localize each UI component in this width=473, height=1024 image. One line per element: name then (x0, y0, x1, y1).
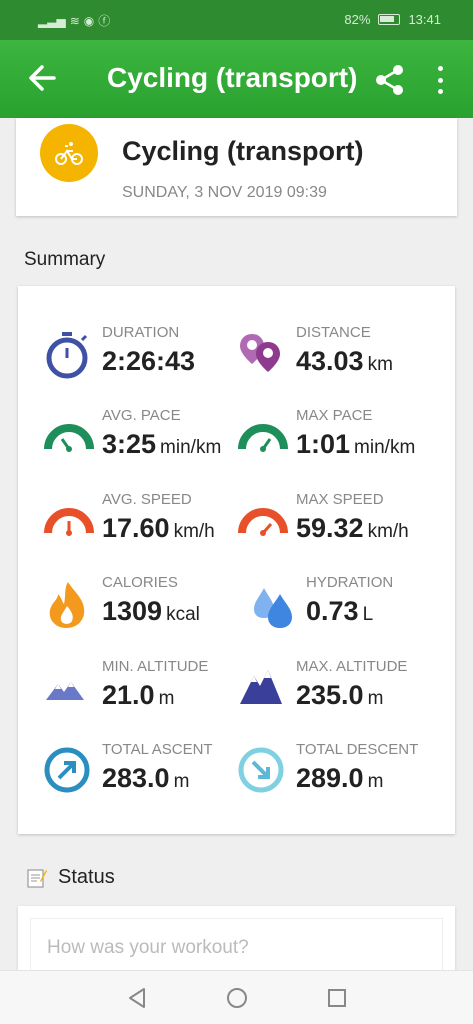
metric-label: CALORIES (102, 574, 178, 591)
clock: 13:41 (408, 12, 441, 27)
max-pace-gauge-icon (238, 413, 288, 463)
metric-value: 17.60 (102, 513, 170, 543)
app-bar: Cycling (transport) (0, 40, 473, 118)
status-title: Status (58, 866, 115, 888)
pace-gauge-icon (44, 413, 94, 463)
water-drops-icon (248, 580, 298, 630)
metric-value: 0.73 (306, 596, 359, 626)
metric-avg-speed: AVG. SPEED 17.60 km/h (44, 491, 244, 561)
signal-icon: ▂▃▅ (38, 13, 66, 28)
metric-label: HYDRATION (306, 574, 394, 591)
metric-label: TOTAL DESCENT (296, 741, 419, 758)
metric-label: MAX SPEED (296, 491, 384, 508)
metric-label: MIN. ALTITUDE (102, 658, 209, 675)
low-mountain-icon (44, 664, 94, 714)
metric-max-speed: MAX SPEED 59.32 km/h (238, 491, 438, 561)
more-options-icon[interactable] (430, 64, 450, 96)
metric-value: 235.0 (296, 680, 364, 710)
stopwatch-icon (44, 330, 94, 380)
metric-unit: m (367, 688, 384, 709)
battery-icon (378, 14, 401, 25)
descent-arrow-icon (238, 747, 288, 797)
metric-total-descent: TOTAL DESCENT 289.0 m (238, 741, 438, 811)
metric-unit: km (367, 354, 393, 375)
activity-date: SUNDAY, 3 NOV 2019 09:39 (122, 184, 327, 201)
metric-value: 21.0 (102, 680, 155, 710)
share-icon[interactable] (372, 62, 408, 98)
bicycle-icon (40, 124, 98, 182)
metric-unit: min/km (160, 437, 222, 458)
page-title: Cycling (transport) (107, 62, 358, 93)
metric-unit: L (362, 604, 374, 625)
status-icons: ▂▃▅ ≋ ◉ ⓕ (38, 12, 110, 29)
flame-icon (44, 580, 94, 630)
metric-value: 59.32 (296, 513, 364, 543)
metric-unit: km/h (173, 521, 215, 542)
nav-recents-icon[interactable] (324, 985, 350, 1011)
memo-icon (26, 867, 48, 889)
metric-value: 2:26:43 (102, 346, 196, 376)
status-header: Status (26, 866, 115, 889)
metric-hydration: HYDRATION 0.73 L (248, 574, 448, 644)
metric-max-altitude: MAX. ALTITUDE 235.0 m (238, 658, 438, 728)
battery-percent: 82% (344, 12, 371, 27)
workout-feedback-input[interactable]: How was your workout? (30, 918, 443, 978)
speed-gauge-icon (44, 497, 94, 547)
facebook-icon: ⓕ (98, 14, 111, 28)
back-arrow-icon[interactable] (26, 60, 58, 96)
system-nav-bar (0, 970, 473, 1024)
metric-unit: kcal (166, 604, 200, 625)
metric-value: 1309 (102, 596, 163, 626)
metric-label: MAX. ALTITUDE (296, 658, 408, 675)
metric-avg-pace: AVG. PACE 3:25 min/km (44, 407, 244, 477)
metric-label: TOTAL ASCENT (102, 741, 213, 758)
metric-calories: CALORIES 1309 kcal (44, 574, 244, 644)
metric-unit: min/km (354, 437, 416, 458)
nav-back-icon[interactable] (124, 985, 150, 1011)
metric-label: AVG. SPEED (102, 491, 192, 508)
max-speed-gauge-icon (238, 497, 288, 547)
eye-icon: ◉ (83, 13, 95, 28)
metric-max-pace: MAX PACE 1:01 min/km (238, 407, 438, 477)
metric-duration: DURATION 2:26:43 (44, 324, 244, 394)
metric-unit: m (158, 688, 175, 709)
metric-min-altitude: MIN. ALTITUDE 21.0 m (44, 658, 244, 728)
metric-label: DISTANCE (296, 324, 371, 341)
status-bar: ▂▃▅ ≋ ◉ ⓕ 82% 13:41 (0, 0, 473, 40)
metric-label: MAX PACE (296, 407, 373, 424)
metric-value: 3:25 (102, 429, 157, 459)
metric-value: 289.0 (296, 763, 364, 793)
metric-unit: m (173, 771, 190, 792)
metric-distance: DISTANCE 43.03 km (238, 324, 438, 394)
location-pins-icon (238, 330, 288, 380)
metric-total-ascent: TOTAL ASCENT 283.0 m (44, 741, 244, 811)
metric-label: DURATION (102, 324, 180, 341)
summary-title: Summary (24, 249, 106, 270)
activity-header-card: Cycling (transport) SUNDAY, 3 NOV 2019 0… (16, 118, 457, 216)
metric-value: 43.03 (296, 346, 364, 376)
metric-value: 1:01 (296, 429, 351, 459)
nav-home-icon[interactable] (224, 985, 250, 1011)
wifi-icon: ≋ (69, 13, 80, 28)
high-mountain-icon (238, 664, 288, 714)
metric-unit: m (367, 771, 384, 792)
activity-name: Cycling (transport) (122, 136, 364, 166)
summary-card: DURATION 2:26:43 DISTANCE 43.03 km AVG. P… (18, 286, 455, 834)
metric-value: 283.0 (102, 763, 170, 793)
metric-unit: km/h (367, 521, 409, 542)
metric-label: AVG. PACE (102, 407, 181, 424)
ascent-arrow-icon (44, 747, 94, 797)
